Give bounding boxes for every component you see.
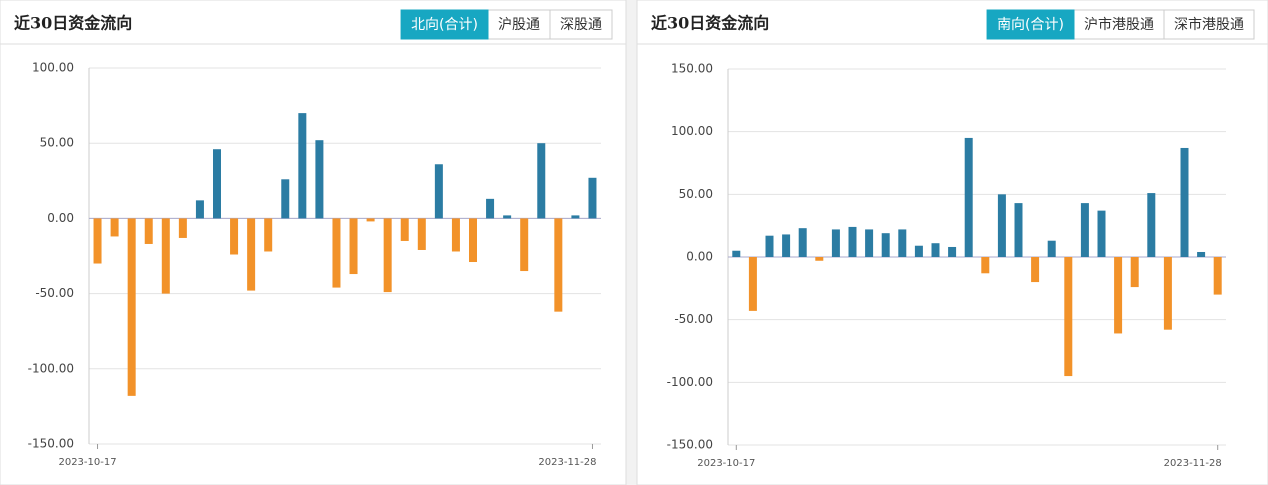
tab-label[interactable]: 南向(合计): [997, 17, 1064, 33]
bar: [264, 218, 273, 252]
tab-label[interactable]: 深市港股通: [1174, 16, 1244, 33]
bar: [898, 229, 907, 257]
bar: [213, 149, 221, 219]
y-tick-label: -50.00: [35, 286, 74, 300]
tab[interactable]: [549, 9, 613, 40]
bar: [195, 200, 204, 219]
bar: [93, 218, 102, 264]
x-tick-label: 2023-10-17: [58, 457, 116, 468]
bar: [1080, 203, 1089, 257]
bar: [469, 218, 477, 263]
bar: [798, 228, 807, 257]
y-tick-label: 0.00: [686, 250, 713, 264]
bar: [1014, 203, 1023, 257]
bar: [865, 229, 874, 257]
bar: [349, 218, 358, 275]
y-tick-label: -50.00: [674, 312, 713, 326]
y-tick-label: 100.00: [671, 124, 713, 138]
bar: [765, 235, 774, 257]
y-tick-label: 100.00: [32, 61, 74, 75]
bar: [1130, 257, 1139, 288]
tab[interactable]: [1163, 9, 1255, 40]
bar: [110, 218, 119, 237]
panel-title: 近30日资金流向: [14, 14, 132, 33]
tab[interactable]: [986, 9, 1075, 40]
x-tick-label: 2023-11-28: [1164, 458, 1222, 469]
bar: [1197, 251, 1206, 257]
y-tick-label: -150.00: [28, 437, 74, 451]
panel-title: 近30日资金流向: [651, 14, 769, 33]
bar: [948, 246, 957, 257]
bar: [1064, 257, 1073, 377]
bar: [782, 234, 791, 257]
bar: [315, 140, 324, 219]
bar: [383, 218, 392, 293]
bar: [486, 198, 495, 219]
bar: [931, 243, 940, 257]
x-tick-label: 2023-11-28: [538, 457, 596, 468]
bar: [247, 218, 256, 291]
y-tick-label: 50.00: [679, 187, 713, 201]
y-tick-label: 150.00: [671, 62, 713, 76]
tab-label[interactable]: 沪股通: [498, 17, 540, 33]
bar: [571, 215, 580, 219]
bar: [831, 229, 840, 257]
bar: [230, 218, 239, 255]
bar: [732, 250, 741, 257]
y-tick-label: -100.00: [667, 375, 713, 389]
bar: [417, 218, 426, 250]
tab[interactable]: [1073, 9, 1165, 40]
bar: [400, 218, 409, 241]
bar: [997, 194, 1006, 257]
tab-label[interactable]: 北向(合计): [411, 17, 478, 33]
bar: [748, 257, 757, 311]
bar: [127, 218, 136, 396]
bar: [1180, 147, 1189, 257]
tab-label[interactable]: 深股通: [560, 17, 602, 33]
bar: [1031, 257, 1040, 283]
bar: [332, 218, 341, 288]
x-tick-label: 2023-10-17: [697, 458, 755, 469]
bar: [848, 226, 857, 257]
y-tick-label: -100.00: [28, 361, 74, 375]
y-tick-label: 50.00: [40, 136, 74, 150]
bar: [1097, 210, 1106, 257]
bar: [1213, 257, 1222, 295]
bar: [914, 245, 923, 257]
bar: [1047, 240, 1056, 257]
bar: [298, 113, 307, 219]
bar: [981, 257, 990, 274]
bar: [451, 218, 460, 252]
bar: [144, 218, 153, 244]
bar: [554, 218, 563, 312]
bar: [178, 218, 187, 238]
bar: [1147, 193, 1156, 257]
bar: [588, 177, 597, 219]
bar: [881, 233, 890, 257]
bar: [161, 218, 170, 294]
tab-label[interactable]: 沪市港股通: [1084, 16, 1154, 33]
tab[interactable]: [400, 9, 489, 40]
y-tick-label: -150.00: [667, 438, 713, 452]
right-panel: [636, 0, 1268, 485]
bar: [503, 215, 512, 219]
bar: [1114, 257, 1123, 334]
bar: [1163, 257, 1172, 330]
bar: [537, 143, 546, 219]
bar: [520, 218, 529, 272]
bar: [964, 137, 973, 257]
y-tick-label: 0.00: [47, 211, 74, 225]
bar: [815, 257, 824, 261]
tab[interactable]: [487, 9, 551, 40]
bar: [366, 218, 375, 222]
bar: [434, 164, 443, 219]
bar: [281, 179, 290, 219]
